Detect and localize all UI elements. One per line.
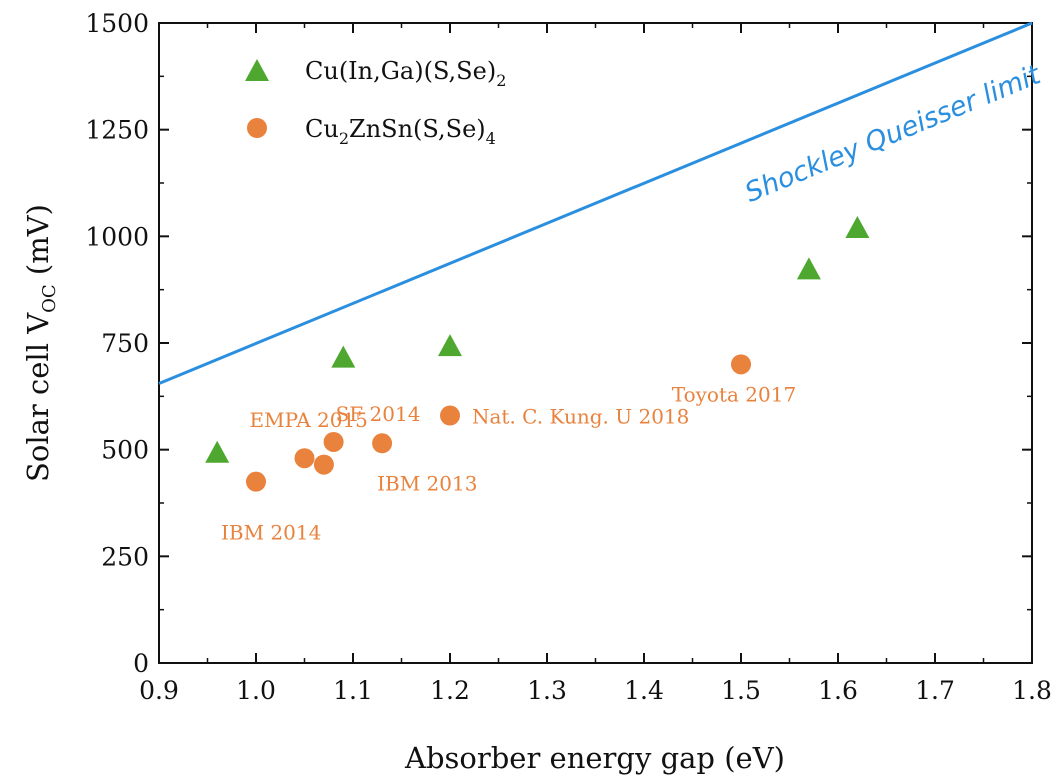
point-annotation: IBM 2013 xyxy=(377,471,477,495)
legend-text-part: Cu(In,Ga)(S,Se) xyxy=(305,57,496,85)
cigs-point xyxy=(205,440,230,463)
y-axis-title-sub: OC xyxy=(39,284,60,313)
y-tick-label: 250 xyxy=(101,542,149,571)
czts-point xyxy=(323,431,344,452)
legend-subscript: 2 xyxy=(339,129,349,148)
y-tick-label: 750 xyxy=(101,329,149,358)
y-axis-title-tail: (mV) xyxy=(21,204,55,284)
y-tick-label: 0 xyxy=(133,649,149,678)
y-tick-label: 1000 xyxy=(85,222,149,251)
legend-triangle-marker xyxy=(245,59,269,81)
x-tick-label: 1.5 xyxy=(721,676,761,705)
y-tick-label: 1500 xyxy=(85,9,149,38)
point-annotation: Nat. C. Kung. U 2018 xyxy=(472,405,689,429)
y-axis-title: Solar cell VOC (mV) xyxy=(21,204,60,482)
x-tick-label: 1.8 xyxy=(1012,676,1052,705)
axis-ticks xyxy=(158,22,1033,664)
point-annotation: Toyota 2017 xyxy=(672,382,796,406)
cigs-point xyxy=(796,257,821,280)
point-annotation: IBM 2014 xyxy=(221,521,321,545)
point-annotation: SF 2014 xyxy=(336,402,421,426)
x-tick-label: 1.1 xyxy=(333,676,373,705)
x-tick-label: 1.7 xyxy=(915,676,955,705)
legend-label: Cu(In,Ga)(S,Se)2 xyxy=(305,57,506,90)
legend-subscript: 4 xyxy=(486,129,496,148)
y-tick-label: 500 xyxy=(101,436,149,465)
x-tick-label: 1.3 xyxy=(527,676,567,705)
czts-point xyxy=(313,454,334,475)
y-tick-labels: 0 250 500 750 1000 1250 1500 xyxy=(85,9,149,678)
legend-text-part: Cu xyxy=(305,115,339,143)
cigs-point xyxy=(331,345,356,368)
x-tick-label: 1.2 xyxy=(430,676,470,705)
x-tick-label: 0.9 xyxy=(139,676,179,705)
point-annotation: EMPA 2015 xyxy=(250,408,368,432)
czts-point xyxy=(246,471,266,492)
shockley-queisser-group: Shockley Queisser limit xyxy=(158,21,1046,385)
x-axis-title: Absorber energy gap (eV) xyxy=(404,741,785,775)
x-tick-label: 1.0 xyxy=(236,676,276,705)
legend-label: Cu2ZnSn(S,Se)4 xyxy=(305,115,496,148)
y-axis-title-main: Solar cell V xyxy=(21,312,55,482)
legend-text-part: ZnSn(S,Se) xyxy=(349,115,486,143)
y-tick-label: 1250 xyxy=(85,116,149,145)
cigs-point xyxy=(845,215,870,238)
cigs-point xyxy=(438,334,462,357)
czts-point xyxy=(440,405,460,426)
czts-point xyxy=(372,433,393,454)
shockley-queisser-line xyxy=(158,21,1033,385)
legend-circle-marker xyxy=(247,118,267,138)
legend-subscript: 2 xyxy=(496,71,506,90)
czts-point xyxy=(294,448,315,469)
x-tick-label: 1.6 xyxy=(818,676,858,705)
x-tick-label: 1.4 xyxy=(624,676,664,705)
czts-point xyxy=(731,354,751,375)
data-points xyxy=(205,215,870,492)
x-tick-labels: 0.9 1.0 1.1 1.2 1.3 1.4 1.5 1.6 1.7 1.8 xyxy=(139,676,1052,705)
